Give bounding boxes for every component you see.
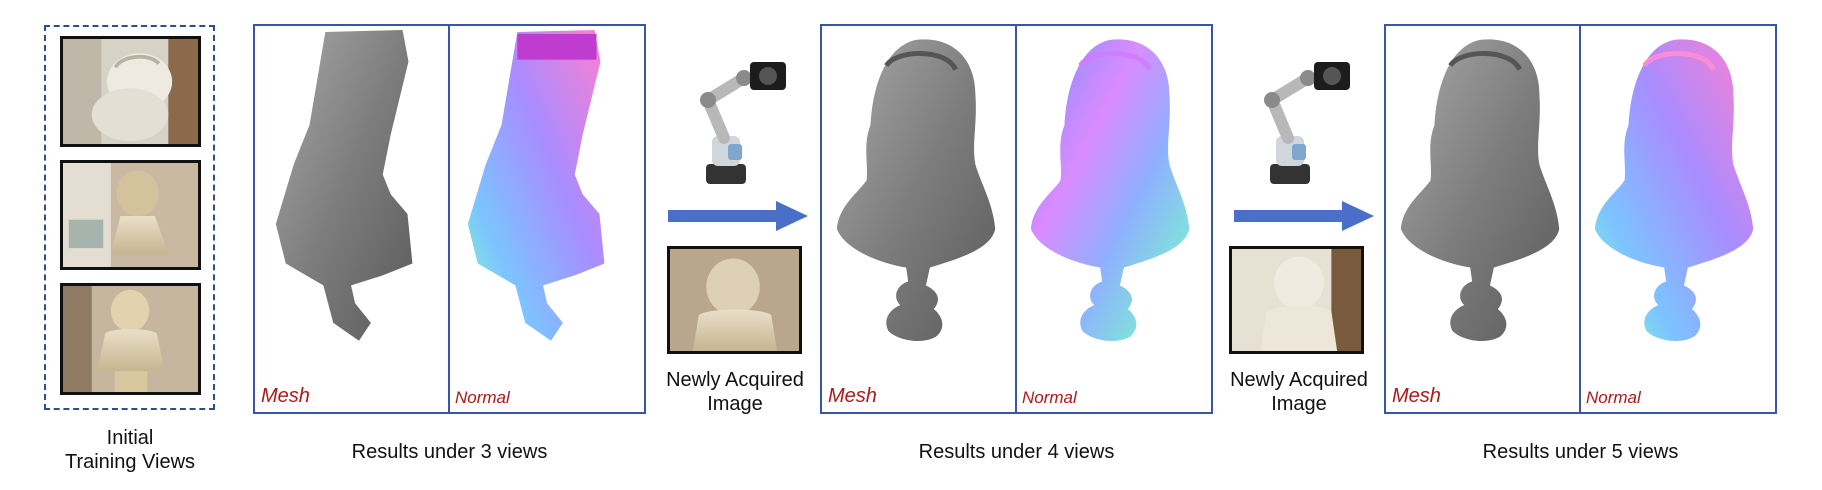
refined-mesh-render-5	[1390, 26, 1580, 412]
acquired-image-caption-1: Newly Acquired Image	[666, 369, 804, 415]
acquired-image-1	[667, 246, 802, 354]
refined-normal-render-5	[1584, 26, 1774, 412]
right-arrow-icon	[1234, 201, 1374, 231]
mesh-label: Mesh	[828, 385, 877, 407]
acquired-image-2	[1229, 246, 1364, 354]
robot-arm-camera-icon	[1264, 62, 1350, 184]
mesh-label: Mesh	[1392, 385, 1441, 407]
training-image-1	[60, 36, 201, 147]
normal-label: Normal	[1022, 388, 1077, 407]
training-views-caption: Initial Training Views	[64, 427, 196, 473]
right-arrow-icon	[668, 201, 808, 231]
refined-normal-render-4	[1020, 26, 1210, 412]
coarse-mesh-render	[263, 26, 453, 412]
normal-label: Normal	[455, 388, 510, 407]
panel-caption-3-views: Results under 3 views	[351, 441, 548, 463]
panel-caption-5-views: Results under 5 views	[1482, 441, 1679, 463]
normal-label: Normal	[1586, 388, 1641, 407]
mesh-label: Mesh	[261, 385, 310, 407]
acquired-image-caption-2: Newly Acquired Image	[1230, 369, 1368, 415]
panel-divider	[1579, 26, 1581, 412]
panel-divider	[448, 26, 450, 412]
robot-arm-camera-icon	[700, 62, 786, 184]
results-panel-4-views: Mesh Normal	[820, 24, 1213, 414]
results-panel-5-views: Mesh Normal	[1384, 24, 1777, 414]
results-panel-3-views: Mesh Normal	[253, 24, 646, 414]
training-views-group	[44, 25, 215, 410]
coarse-normal-render	[455, 26, 645, 412]
refined-mesh-render-4	[826, 26, 1016, 412]
panel-divider	[1015, 26, 1017, 412]
training-image-3	[60, 283, 201, 395]
panel-caption-4-views: Results under 4 views	[918, 441, 1115, 463]
training-image-2	[60, 160, 201, 270]
